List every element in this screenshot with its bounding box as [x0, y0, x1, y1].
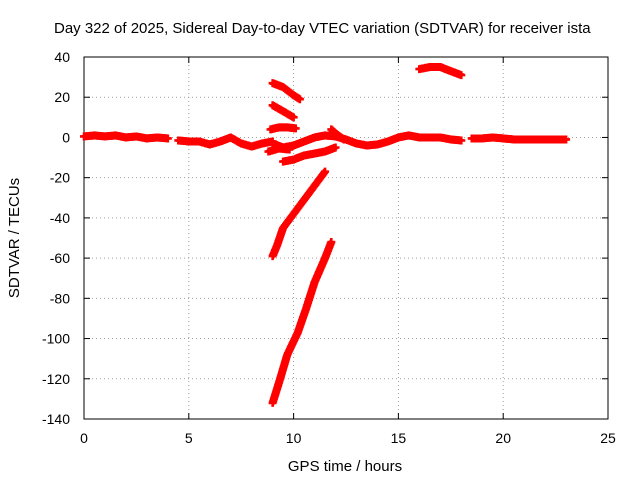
- x-tick-labels: 0 5 10 15 20 25: [80, 430, 616, 446]
- y-tick-label: -140: [42, 411, 70, 427]
- x-tick-label: 10: [286, 430, 302, 446]
- y-tick-labels: 40 20 0 -20 -40 -60 -80 -100 -120 -140: [42, 49, 70, 427]
- axis-ticks: [83, 56, 609, 420]
- data-point: [291, 124, 300, 133]
- data-point: [457, 71, 466, 80]
- data-point: [285, 145, 294, 154]
- data-point: [289, 113, 298, 122]
- point-cluster: [268, 131, 466, 152]
- grid: [84, 57, 608, 419]
- y-tick-label: 20: [54, 89, 70, 105]
- point-cluster: [279, 143, 340, 166]
- point-cluster: [415, 63, 466, 80]
- x-tick-label: 25: [600, 430, 616, 446]
- point-cluster: [467, 133, 571, 144]
- x-axis-label: GPS time / hours: [288, 458, 402, 475]
- plot-frame: [83, 56, 609, 420]
- y-tick-label: -100: [42, 331, 70, 347]
- data-point: [457, 136, 466, 145]
- point-cluster: [268, 101, 298, 122]
- point-cluster: [264, 144, 294, 156]
- y-axis-label: SDTVAR / TECUs: [6, 178, 23, 298]
- point-cluster: [268, 167, 330, 261]
- point-cluster: [327, 125, 348, 144]
- data-point: [295, 95, 304, 104]
- x-tick-label: 0: [80, 430, 88, 446]
- y-tick-label: -80: [50, 290, 70, 306]
- y-tick-label: -120: [42, 371, 70, 387]
- data-points: [80, 63, 571, 407]
- point-cluster: [174, 133, 277, 151]
- data-point: [327, 238, 336, 247]
- data-point: [321, 167, 330, 176]
- data-point: [339, 135, 348, 144]
- point-cluster: [268, 79, 304, 104]
- x-tick-label: 5: [185, 430, 193, 446]
- x-tick-label: 20: [495, 430, 511, 446]
- y-tick-label: 0: [62, 129, 70, 145]
- point-cluster: [266, 123, 300, 134]
- data-point: [562, 135, 571, 144]
- data-point: [331, 143, 340, 152]
- data-point: [163, 134, 172, 143]
- chart-title: Day 322 of 2025, Sidereal Day-to-day VTE…: [54, 20, 591, 37]
- point-cluster: [80, 131, 172, 143]
- y-tick-label: -20: [50, 170, 70, 186]
- y-tick-label: 40: [54, 49, 70, 65]
- y-tick-label: -60: [50, 250, 70, 266]
- x-tick-label: 15: [391, 430, 407, 446]
- y-tick-label: -40: [50, 210, 70, 226]
- point-cluster: [268, 238, 336, 407]
